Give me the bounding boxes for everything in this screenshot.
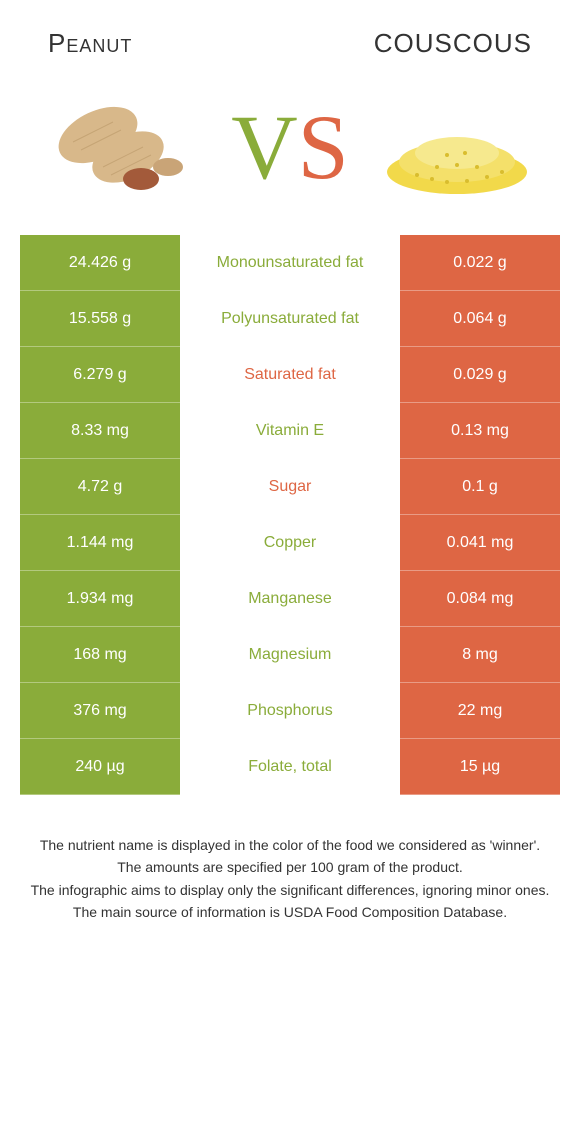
footnote-line: The infographic aims to display only the… xyxy=(30,880,550,900)
left-value: 240 µg xyxy=(20,739,180,795)
footnotes: The nutrient name is displayed in the co… xyxy=(30,835,550,922)
nutrient-row: 24.426 gMonounsaturated fat0.022 g xyxy=(20,235,560,291)
left-value: 15.558 g xyxy=(20,291,180,347)
infographic-root: Peanut COUSCOUS VS xyxy=(0,0,580,922)
nutrient-table: 24.426 gMonounsaturated fat0.022 g15.558… xyxy=(20,235,560,795)
nutrient-label: Sugar xyxy=(180,459,400,515)
nutrient-label: Polyunsaturated fat xyxy=(180,291,400,347)
left-value: 168 mg xyxy=(20,627,180,683)
nutrient-row: 168 mgMagnesium8 mg xyxy=(20,627,560,683)
right-value: 22 mg xyxy=(400,683,560,739)
right-value: 8 mg xyxy=(400,627,560,683)
footnote-line: The amounts are specified per 100 gram o… xyxy=(30,857,550,877)
vs-v: V xyxy=(231,96,297,198)
nutrient-label: Vitamin E xyxy=(180,403,400,459)
couscous-image xyxy=(377,87,537,207)
left-value: 376 mg xyxy=(20,683,180,739)
right-value: 0.041 mg xyxy=(400,515,560,571)
vs-s: S xyxy=(298,96,349,198)
left-value: 1.934 mg xyxy=(20,571,180,627)
nutrient-label: Magnesium xyxy=(180,627,400,683)
nutrient-row: 1.144 mgCopper0.041 mg xyxy=(20,515,560,571)
right-value: 0.1 g xyxy=(400,459,560,515)
right-value: 0.022 g xyxy=(400,235,560,291)
nutrient-label: Phosphorus xyxy=(180,683,400,739)
nutrient-row: 6.279 gSaturated fat0.029 g xyxy=(20,347,560,403)
right-value: 0.084 mg xyxy=(400,571,560,627)
right-value: 0.029 g xyxy=(400,347,560,403)
right-value: 15 µg xyxy=(400,739,560,795)
nutrient-row: 8.33 mgVitamin E0.13 mg xyxy=(20,403,560,459)
footnote-line: The nutrient name is displayed in the co… xyxy=(30,835,550,855)
right-value: 0.13 mg xyxy=(400,403,560,459)
right-value: 0.064 g xyxy=(400,291,560,347)
left-value: 8.33 mg xyxy=(20,403,180,459)
hero: VS xyxy=(0,69,580,235)
nutrient-row: 4.72 gSugar0.1 g xyxy=(20,459,560,515)
nutrient-row: 240 µgFolate, total15 µg xyxy=(20,739,560,795)
nutrient-label: Copper xyxy=(180,515,400,571)
vs-label: VS xyxy=(231,101,349,193)
left-value: 1.144 mg xyxy=(20,515,180,571)
peanut-image xyxy=(43,87,203,207)
left-value: 4.72 g xyxy=(20,459,180,515)
nutrient-row: 376 mgPhosphorus22 mg xyxy=(20,683,560,739)
left-value: 24.426 g xyxy=(20,235,180,291)
nutrient-label: Monounsaturated fat xyxy=(180,235,400,291)
nutrient-row: 1.934 mgManganese0.084 mg xyxy=(20,571,560,627)
nutrient-label: Folate, total xyxy=(180,739,400,795)
left-value: 6.279 g xyxy=(20,347,180,403)
title-couscous: COUSCOUS xyxy=(374,28,532,59)
nutrient-label: Saturated fat xyxy=(180,347,400,403)
nutrient-row: 15.558 gPolyunsaturated fat0.064 g xyxy=(20,291,560,347)
header: Peanut COUSCOUS xyxy=(0,0,580,69)
footnote-line: The main source of information is USDA F… xyxy=(30,902,550,922)
title-peanut: Peanut xyxy=(48,28,132,59)
nutrient-label: Manganese xyxy=(180,571,400,627)
